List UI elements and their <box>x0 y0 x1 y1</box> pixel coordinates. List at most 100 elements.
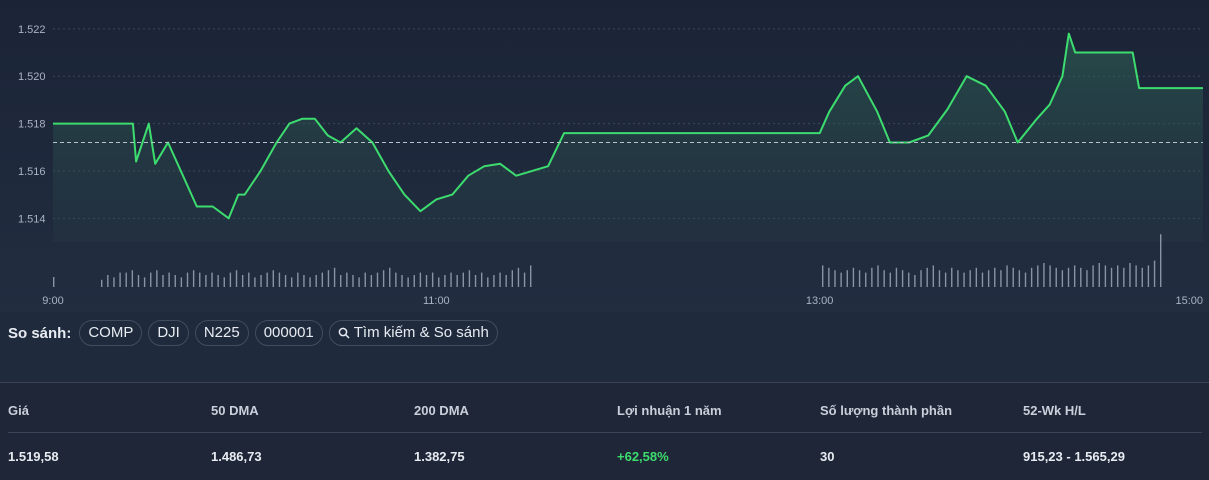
volume-bar <box>976 268 977 287</box>
volume-bar <box>211 273 212 287</box>
volume-bar <box>346 273 347 287</box>
volume-bar <box>1049 265 1050 287</box>
volume-bar <box>969 270 970 287</box>
volume-bar <box>291 277 292 287</box>
volume-bar <box>1025 273 1026 287</box>
volume-bar <box>230 273 231 287</box>
volume-bar <box>352 275 353 287</box>
volume-bar <box>1154 261 1155 287</box>
y-tick-label: 1.518 <box>18 119 46 131</box>
volume-bar <box>1129 263 1130 287</box>
volume-bar <box>53 277 54 287</box>
volume-bar <box>933 265 934 287</box>
stats-value-200dma: 1.382,75 <box>414 449 465 464</box>
y-tick-label: 1.516 <box>18 166 46 178</box>
volume-bar <box>444 275 445 287</box>
volume-bar <box>395 273 396 287</box>
compare-label: So sánh: <box>8 325 71 342</box>
stats-header-50dma: 50 DMA <box>211 403 259 418</box>
volume-bar <box>988 270 989 287</box>
volume-bar <box>1105 265 1106 287</box>
volume-bar <box>199 273 200 287</box>
volume-bar <box>1031 268 1032 287</box>
volume-bar <box>1111 268 1112 287</box>
compare-chip-000001[interactable]: 000001 <box>255 320 323 346</box>
volume-bar <box>822 265 823 287</box>
volume-bar <box>432 273 433 287</box>
volume-bar <box>1080 268 1081 287</box>
volume-bar <box>518 268 519 287</box>
volume-bar <box>248 273 249 287</box>
volume-bar <box>512 270 513 287</box>
stats-value-components: 30 <box>820 449 834 464</box>
volume-bar <box>365 273 366 287</box>
volume-bar <box>279 273 280 287</box>
volume-bar <box>187 273 188 287</box>
volume-bar <box>383 270 384 287</box>
volume-bar <box>273 270 274 287</box>
stats-value-1y-return: +62,58% <box>617 449 669 464</box>
volume-bar <box>389 268 390 287</box>
compare-chip-dji[interactable]: DJI <box>148 320 189 346</box>
volume-bar <box>499 273 500 287</box>
volume-bar <box>865 273 866 287</box>
search-icon <box>338 327 350 339</box>
volume-bar <box>963 273 964 287</box>
volume-bar <box>358 277 359 287</box>
volume-bar <box>113 277 114 287</box>
volume-bar <box>847 270 848 287</box>
volume-bar <box>168 273 169 287</box>
volume-bar <box>1037 265 1038 287</box>
volume-bar <box>1142 268 1143 287</box>
volume-bar <box>224 277 225 287</box>
compare-chip-n225[interactable]: N225 <box>195 320 249 346</box>
volume-bar <box>828 268 829 287</box>
volume-bar <box>309 277 310 287</box>
volume-bar <box>1099 263 1100 287</box>
volume-bar <box>840 273 841 287</box>
volume-bar <box>1135 265 1136 287</box>
x-tick-label: 15:00 <box>1175 295 1203 307</box>
volume-bar <box>285 275 286 287</box>
volume-bar <box>236 270 237 287</box>
volume-bar <box>834 270 835 287</box>
volume-bar <box>493 275 494 287</box>
volume-bar <box>144 277 145 287</box>
volume-bar <box>334 268 335 287</box>
volume-bar <box>939 270 940 287</box>
stats-header-components: Số lượng thành phần <box>820 403 952 418</box>
volume-bar <box>217 275 218 287</box>
volume-bar <box>328 270 329 287</box>
y-tick-label: 1.522 <box>18 24 46 36</box>
volume-bar <box>1117 265 1118 287</box>
volume-bar <box>853 268 854 287</box>
volume-bar <box>322 273 323 287</box>
volume-bar <box>1092 265 1093 287</box>
volume-bar <box>1013 268 1014 287</box>
volume-bar <box>119 273 120 287</box>
price-area <box>53 34 1203 242</box>
volume-bar <box>162 275 163 287</box>
volume-bar <box>883 270 884 287</box>
volume-bar <box>260 275 261 287</box>
volume-bar <box>414 275 415 287</box>
volume-bar <box>475 275 476 287</box>
stats-header-200dma: 200 DMA <box>414 403 469 418</box>
volume-bar <box>340 275 341 287</box>
volume-bar <box>420 273 421 287</box>
volume-bar <box>945 273 946 287</box>
stats-header-price: Giá <box>8 403 29 418</box>
volume-bar <box>926 268 927 287</box>
volume-bar <box>920 270 921 287</box>
search-compare-button[interactable]: Tìm kiếm & So sánh <box>329 320 498 346</box>
compare-bar: So sánh: COMP DJI N225 000001 Tìm kiếm &… <box>8 320 498 346</box>
x-tick-label: 13:00 <box>806 295 834 307</box>
volume-bar <box>1123 268 1124 287</box>
y-tick-label: 1.514 <box>18 213 46 225</box>
volume-bar <box>890 273 891 287</box>
volume-bar <box>524 273 525 287</box>
compare-chip-comp[interactable]: COMP <box>79 320 142 346</box>
volume-bar <box>902 270 903 287</box>
